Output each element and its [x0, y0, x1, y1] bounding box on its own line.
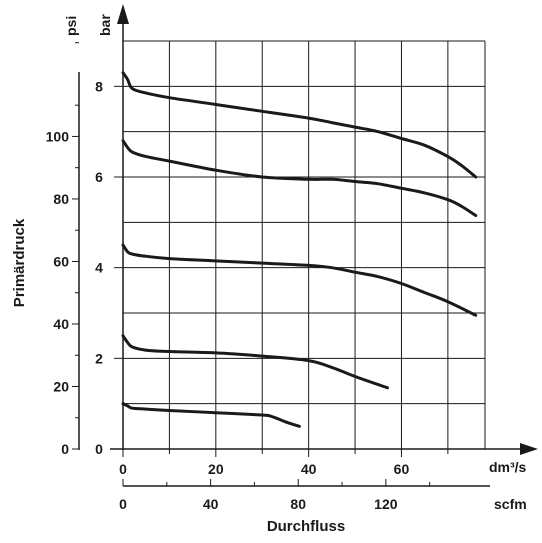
curves — [121, 71, 478, 428]
x-axis-arrow — [520, 443, 538, 455]
scfm-tick-label: 0 — [119, 496, 127, 512]
y-axis-arrow — [117, 4, 129, 24]
pressure-curve-4 — [121, 139, 478, 217]
psi-tick-label: 100 — [46, 128, 70, 144]
dm3s-tick-label: 20 — [208, 461, 224, 477]
bar-tick-label: 4 — [95, 260, 103, 276]
scfm-unit-label: scfm — [494, 496, 527, 512]
pressure-curve-5 — [121, 71, 478, 179]
dm3s-unit-label: dm³/s — [489, 459, 527, 475]
dm3s-tick-label: 0 — [119, 461, 127, 477]
tick-marks — [72, 42, 449, 486]
psi-tick-label: 40 — [53, 316, 69, 332]
pressure-curve-2 — [121, 334, 389, 390]
bar-tick-label: 8 — [95, 78, 103, 94]
psi-unit-label: psi — [63, 16, 79, 36]
bar-tick-label: 0 — [95, 441, 103, 457]
psi-tick-label: 0 — [61, 441, 69, 457]
bar-unit-label: bar — [97, 14, 113, 36]
pressure-curve-3 — [121, 243, 478, 317]
bar-tick-label: 6 — [95, 169, 103, 185]
psi-tick-label: 80 — [53, 191, 69, 207]
grid — [123, 40, 486, 449]
scfm-tick-label: 80 — [290, 496, 306, 512]
scfm-tick-label: 40 — [203, 496, 219, 512]
scfm-tick-label: 120 — [374, 496, 398, 512]
x-axis-title: Durchfluss — [267, 518, 345, 535]
pressure-curve-1 — [121, 402, 301, 428]
y-axis-title: Primärdruck — [11, 218, 28, 307]
axes — [78, 4, 538, 487]
psi-tick-label: 20 — [53, 378, 69, 394]
dm3s-tick-label: 60 — [394, 461, 410, 477]
bar-tick-label: 2 — [95, 350, 103, 366]
psi-tick-label: 60 — [53, 253, 69, 269]
dm3s-tick-label: 40 — [301, 461, 317, 477]
